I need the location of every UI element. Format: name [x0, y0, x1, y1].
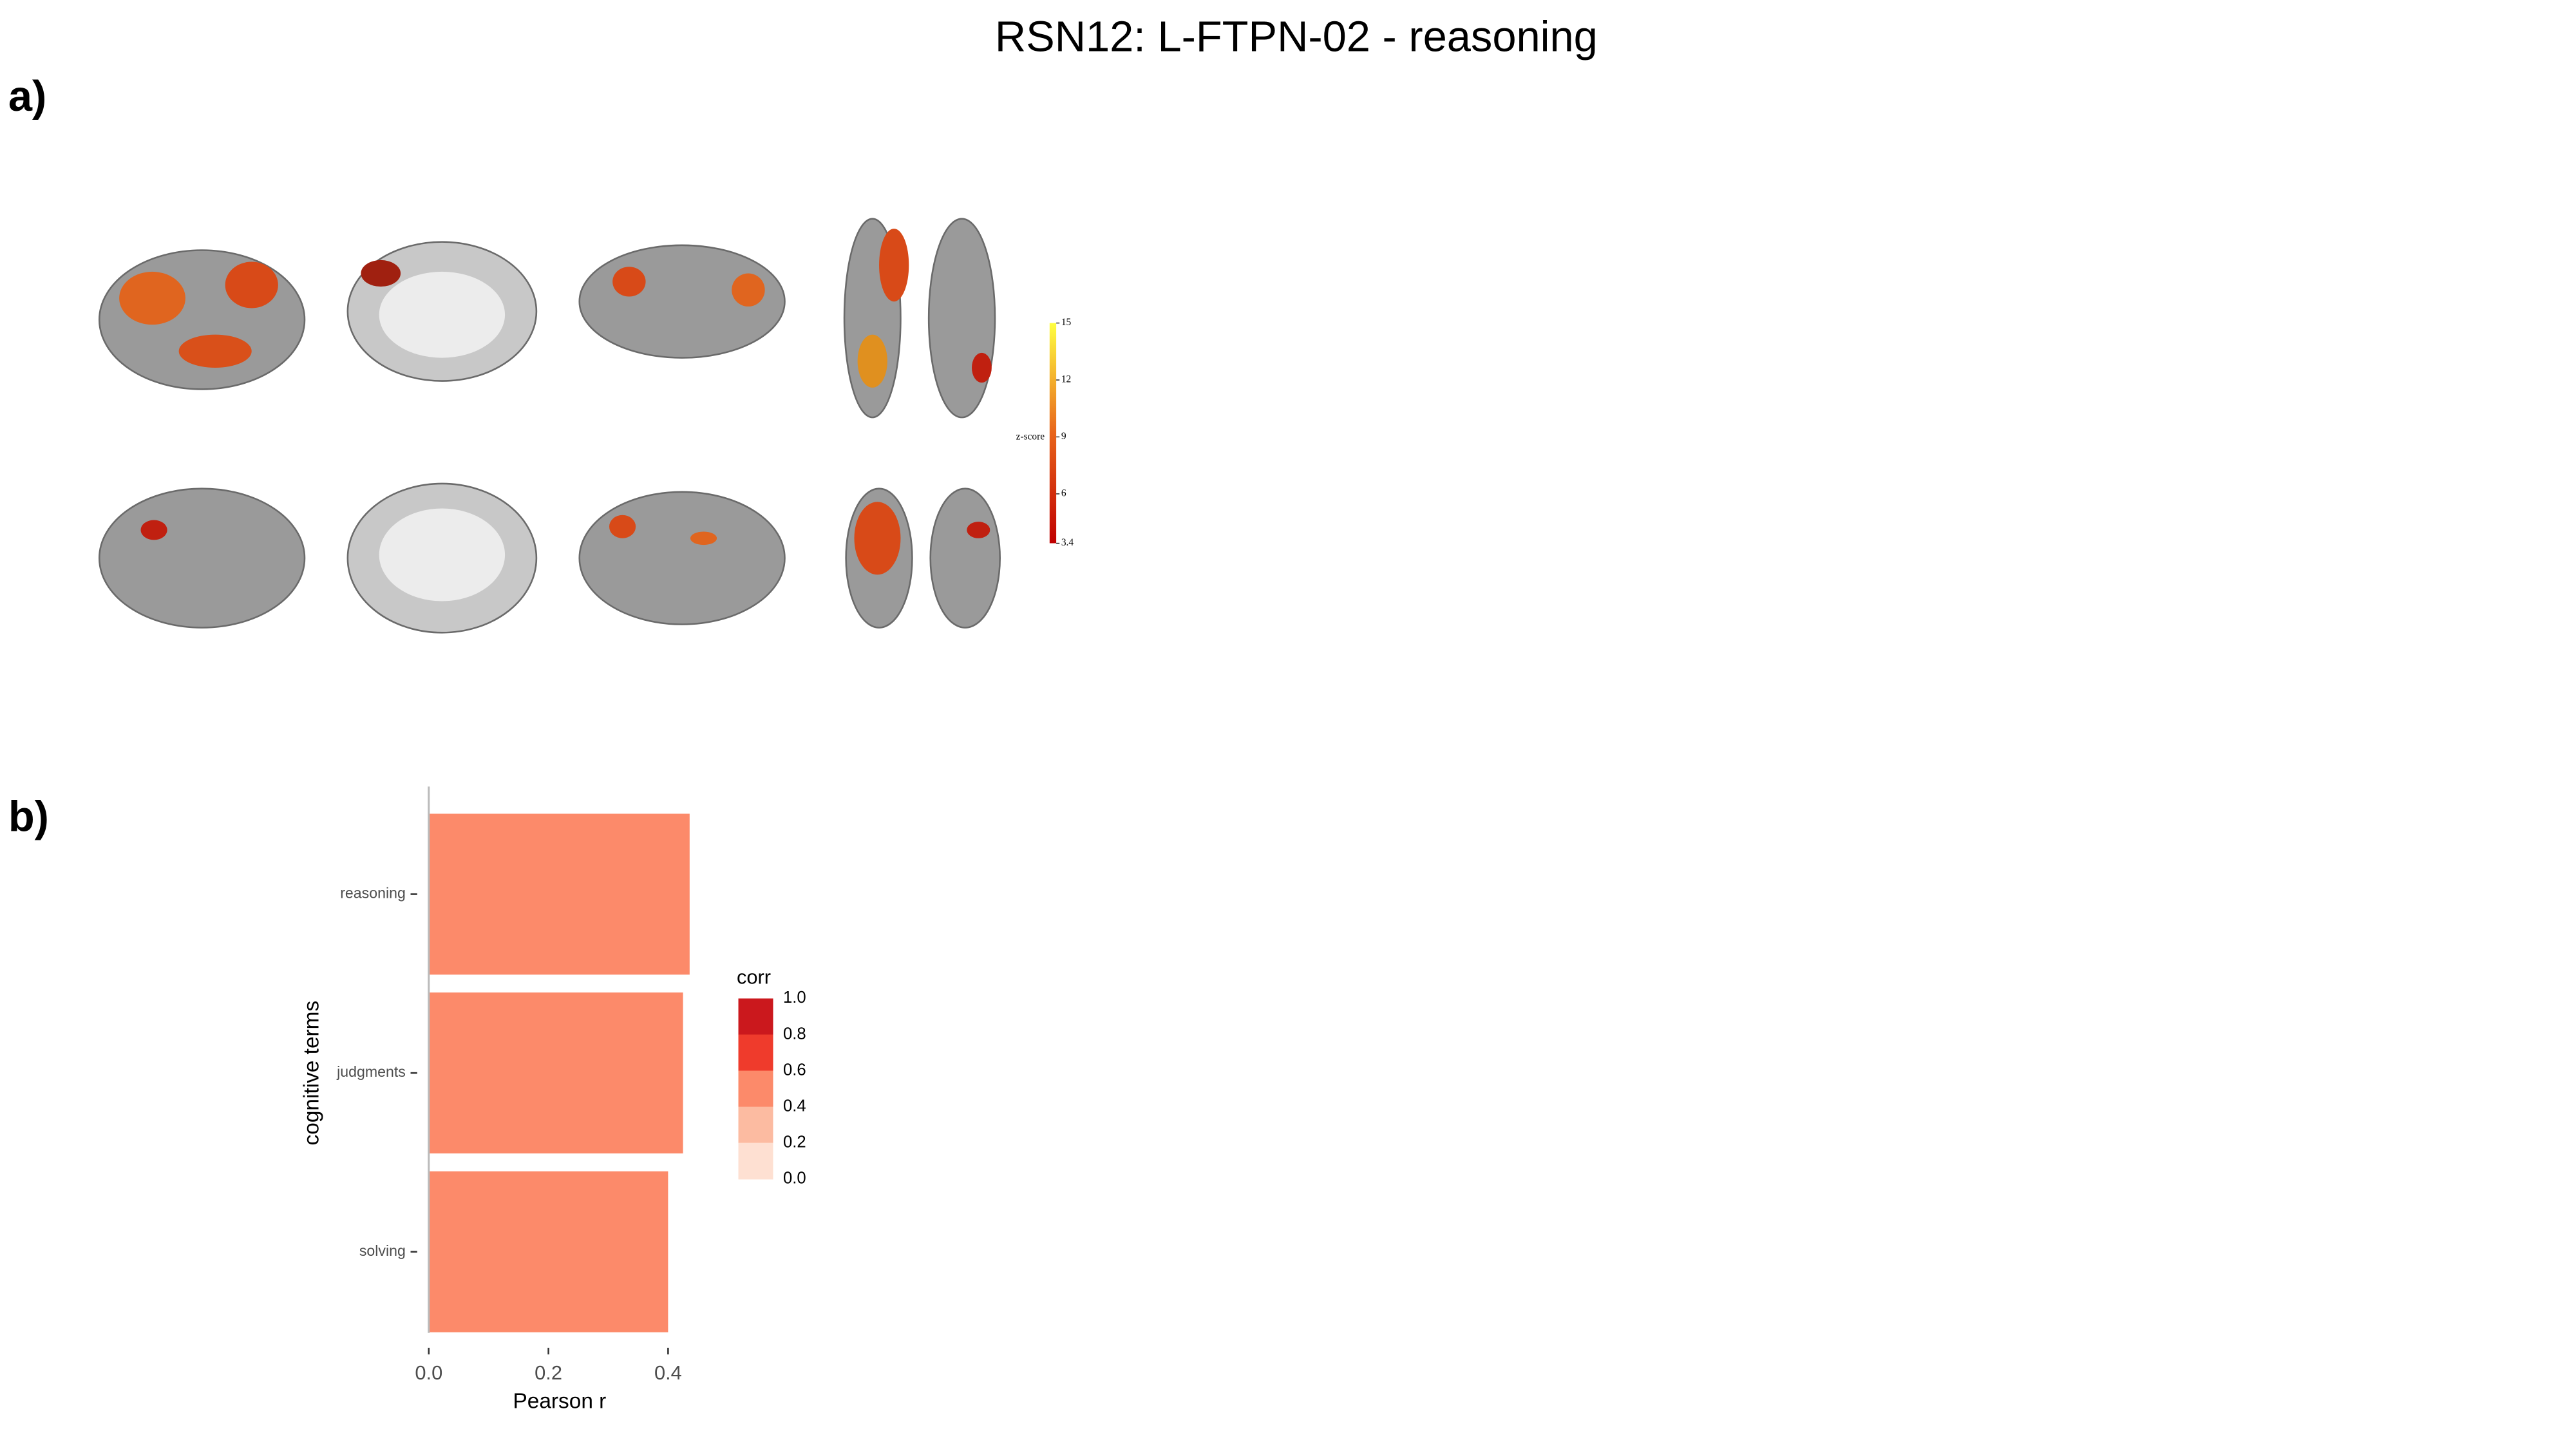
figure-title: RSN12: L-FTPN-02 - reasoning [995, 14, 1598, 61]
y-tick-label: solving [359, 1242, 406, 1259]
x-tick-label: 0.0 [415, 1361, 442, 1384]
legend-swatch [738, 1106, 773, 1144]
colorbar-tick-label: 3.4 [1061, 537, 1074, 548]
legend-label: 1.0 [783, 989, 806, 1007]
y-tick-label: judgments [336, 1063, 406, 1080]
legend-label: 0.2 [783, 1133, 806, 1151]
x-tick-label: 0.4 [654, 1361, 682, 1384]
x-axis-label: Pearson r [513, 1390, 606, 1414]
legend-label: 0.6 [783, 1061, 806, 1079]
y-tick-label: reasoning [340, 885, 406, 902]
legend-swatch [738, 1034, 773, 1072]
bar [428, 992, 683, 1154]
legend-title: corr [737, 966, 771, 989]
legend-swatch [738, 998, 773, 1036]
colorbar-tick-label: 6 [1061, 488, 1066, 498]
legend-label: 0.4 [783, 1097, 806, 1115]
legend-label: 0.8 [783, 1025, 806, 1043]
x-tick-label: 0.2 [535, 1361, 562, 1384]
bar [428, 1171, 668, 1332]
colorbar-tick-label: 15 [1061, 317, 1072, 328]
colorbar-label: z-score [1016, 431, 1045, 442]
legend-swatch [738, 1070, 773, 1108]
brain-views [98, 218, 1001, 634]
panel-label: a) [8, 73, 46, 120]
bar [428, 813, 690, 975]
legend-label: 0.0 [783, 1169, 806, 1187]
legend-swatch [738, 1142, 773, 1180]
colorbar-tick-label: 12 [1061, 374, 1071, 385]
panel-label: b) [8, 793, 49, 840]
colorbar-tick-label: 9 [1061, 431, 1066, 442]
colorbar [1049, 323, 1057, 544]
y-axis-label: cognitive terms [300, 1001, 324, 1146]
